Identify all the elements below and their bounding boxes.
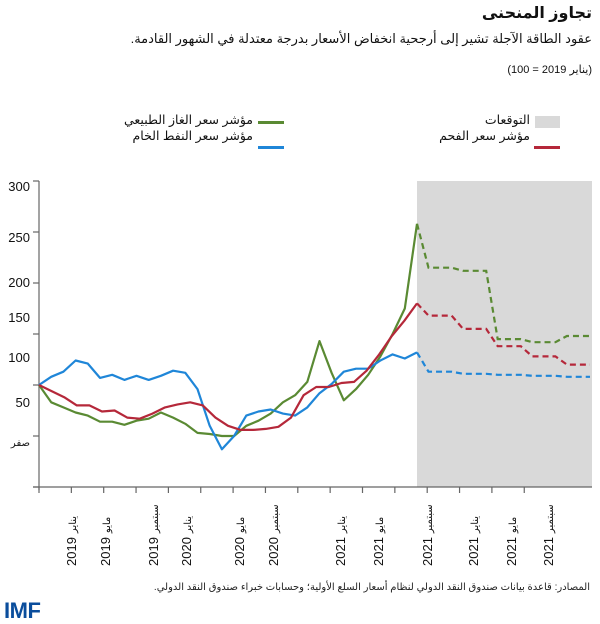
forecast-region <box>417 181 592 487</box>
legend-swatch-forecast <box>535 116 560 128</box>
legend-label-oil: مؤشر سعر النفط الخام <box>132 129 253 143</box>
x-tick-label: 2020يناير <box>179 515 194 566</box>
series-lines <box>38 223 590 451</box>
x-tick-label: 2021سبتمبر <box>541 504 556 566</box>
legend-label-forecast: التوقعات <box>484 113 530 127</box>
x-tick-label: 2020سبتمبر <box>266 504 281 566</box>
source-note: المصادر: قاعدة بيانات صندوق النقد الدولي… <box>153 582 590 593</box>
axes <box>33 180 592 493</box>
imf-logo: IMF <box>4 598 41 623</box>
chart-units: (يناير 2019 = 100) <box>507 64 592 76</box>
y-tick-label: صفر <box>10 438 30 449</box>
x-tick-label: 2019مايو <box>98 516 113 566</box>
y-tick-label: 150 <box>8 310 30 325</box>
x-tick-label: 2021سبتمبر <box>420 504 435 566</box>
legend-label-coal: مؤشر سعر الفحم <box>439 129 530 143</box>
x-tick-label: 2021يناير <box>466 515 481 566</box>
legend-swatch-coal <box>534 146 560 149</box>
y-tick-label: 300 <box>8 179 30 194</box>
legend-label-gas: مؤشر سعر الغاز الطبيعي <box>123 113 253 127</box>
x-tick-label: 2019سبتمبر <box>146 504 161 566</box>
chart-subtitle: عقود الطاقة الآجلة تشير إلى أرجحية انخفا… <box>130 31 592 46</box>
y-tick-label: 200 <box>8 275 30 290</box>
x-tick-label: 2020مايو <box>232 516 247 566</box>
legend-swatch-oil <box>258 146 284 149</box>
x-tick-label: 2021مايو <box>371 516 386 566</box>
x-tick-label: 2019يناير <box>64 515 79 566</box>
y-tick-label: 250 <box>8 230 30 245</box>
y-tick-label: 50 <box>15 395 30 410</box>
y-tick-label: 100 <box>8 350 30 365</box>
x-tick-label: 2021مايو <box>504 516 519 566</box>
x-tick-label: 2021يناير <box>333 515 348 566</box>
legend-swatch-gas <box>258 121 284 124</box>
chart-title: تجاوز المنحنى <box>481 5 592 22</box>
